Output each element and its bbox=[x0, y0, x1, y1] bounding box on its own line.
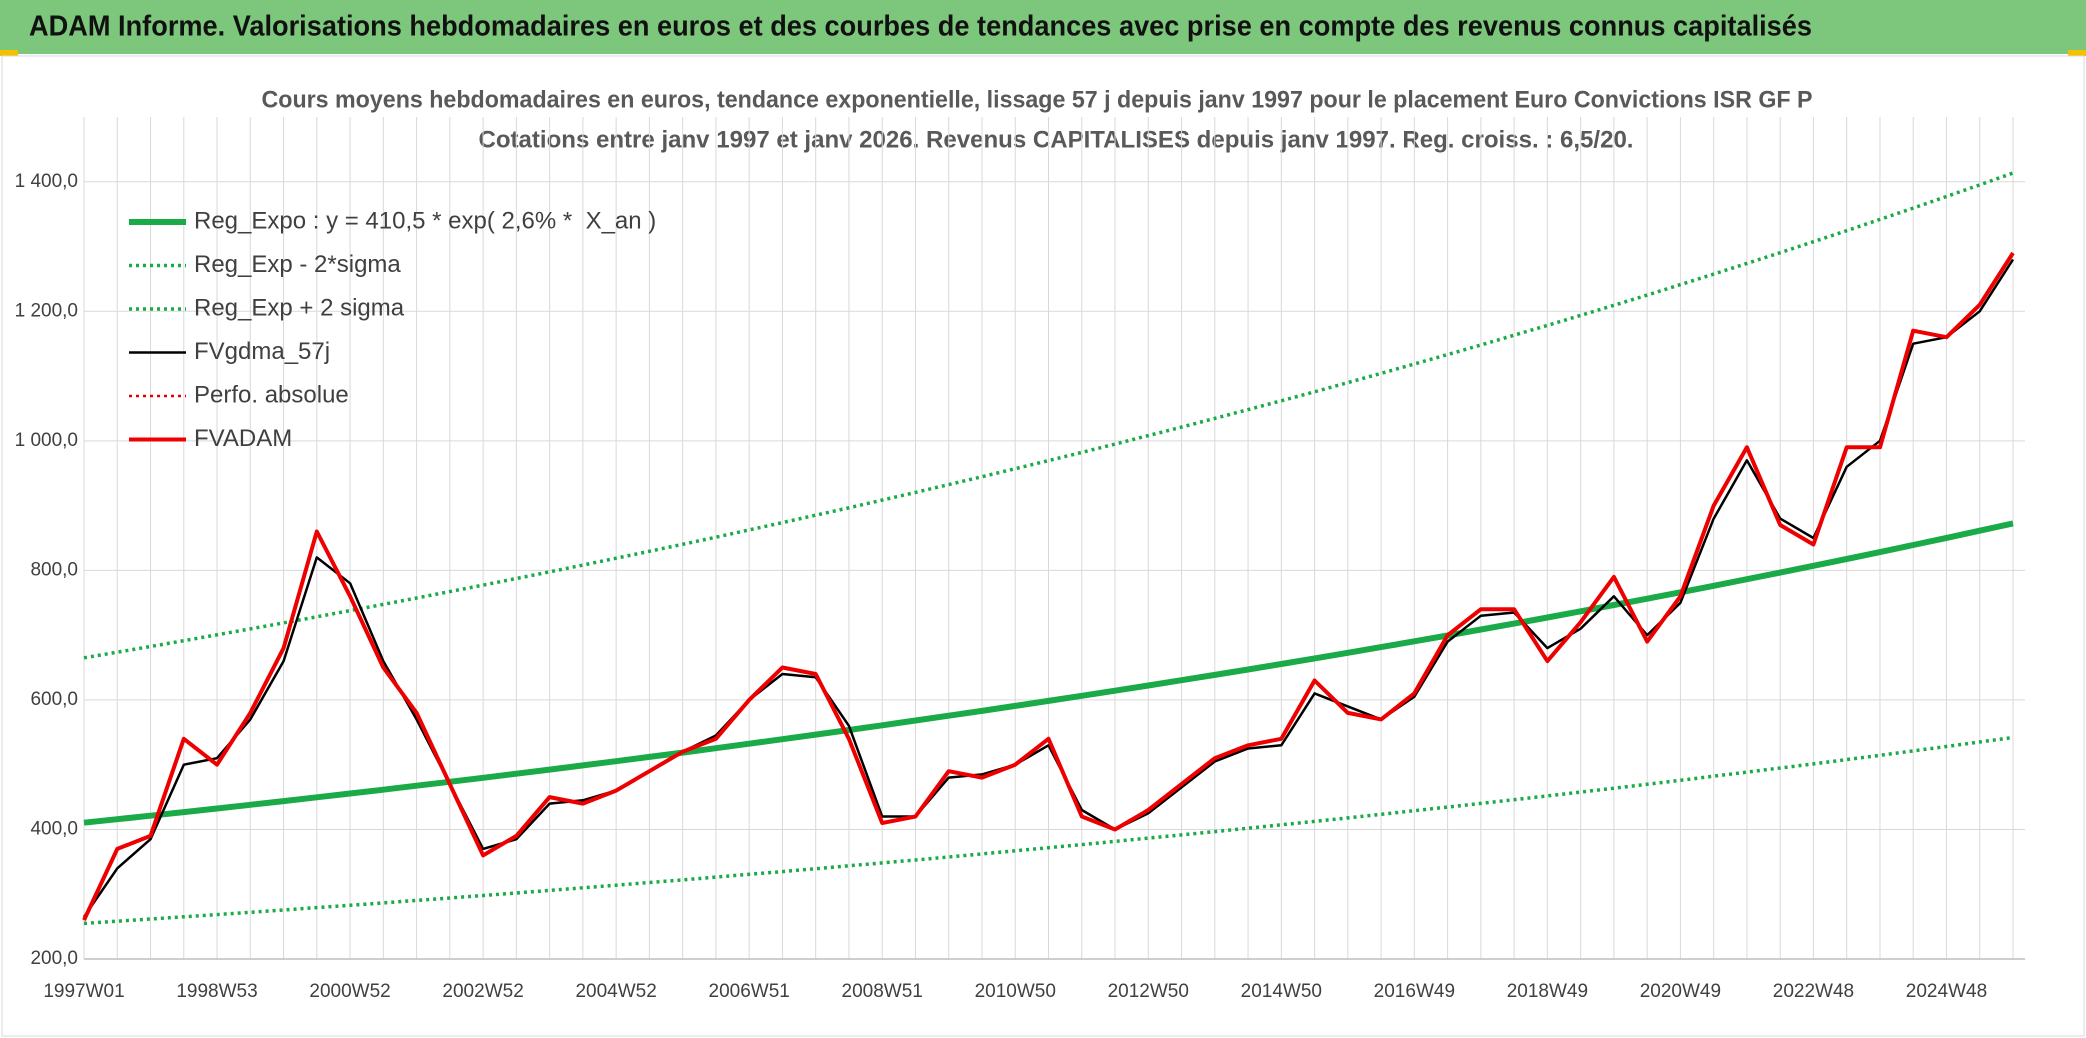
legend-label: FVgdma_57j bbox=[194, 338, 330, 365]
legend-label: Perfo. absolue bbox=[194, 381, 349, 408]
chart-border bbox=[1, 55, 2085, 1037]
x-tick-label: 2000W52 bbox=[309, 981, 390, 1002]
x-tick-label: 2010W50 bbox=[975, 981, 1056, 1002]
x-tick-label: 2014W50 bbox=[1241, 981, 1322, 1002]
header-bar bbox=[0, 0, 2086, 54]
series-line bbox=[83, 735, 2014, 926]
x-tick-label: 1998W53 bbox=[176, 981, 257, 1002]
y-tick-label: 800,0 bbox=[30, 559, 78, 580]
legend: Reg_Expo : y = 410,5 * exp( 2,6% * X_an … bbox=[129, 207, 656, 452]
x-tick-label: 2004W52 bbox=[575, 981, 656, 1002]
legend-label: FVADAM bbox=[194, 425, 292, 452]
x-tick-label: 1997W01 bbox=[43, 981, 124, 1002]
x-tick-label: 2020W49 bbox=[1640, 981, 1721, 1002]
x-tick-label: 2024W48 bbox=[1906, 981, 1987, 1002]
series-line bbox=[83, 171, 2014, 660]
corner-mark bbox=[2068, 50, 2086, 56]
chart-title: Cours moyens hebdomadaires en euros, ten… bbox=[262, 86, 1813, 113]
x-tick-label: 2008W51 bbox=[842, 981, 923, 1002]
legend-label: Reg_Exp + 2 sigma bbox=[194, 294, 405, 321]
legend-label: Reg_Expo : y = 410,5 * exp( 2,6% * X_an … bbox=[194, 207, 656, 234]
x-tick-label: 2012W50 bbox=[1108, 981, 1189, 1002]
y-tick-label: 1 200,0 bbox=[15, 300, 78, 321]
series-line bbox=[82, 251, 2015, 921]
y-tick-label: 1 400,0 bbox=[15, 171, 78, 192]
grid: 200,0 400,0 600,0 800,0 1 000,0 1 200,0 1 400,… bbox=[15, 117, 2025, 1002]
y-tick-label: 600,0 bbox=[30, 689, 78, 710]
series-line bbox=[83, 520, 2014, 826]
x-tick-label: 2022W48 bbox=[1773, 981, 1854, 1002]
x-tick-label: 2018W49 bbox=[1507, 981, 1588, 1002]
legend-label: Reg_Exp - 2*sigma bbox=[194, 251, 401, 278]
corner-mark bbox=[0, 50, 18, 56]
chart-subtitle: Cotations entre janv 1997 et janv 2026. … bbox=[479, 126, 1634, 153]
header-title: ADAM Informe. Valorisations hebdomadaire… bbox=[29, 11, 1812, 43]
x-tick-label: 2006W51 bbox=[709, 981, 790, 1002]
y-tick-label: 1 000,0 bbox=[15, 430, 78, 451]
y-tick-label: 400,0 bbox=[30, 818, 78, 839]
y-tick-label: 200,0 bbox=[30, 948, 78, 969]
x-tick-label: 2016W49 bbox=[1374, 981, 1455, 1002]
plot bbox=[82, 171, 2015, 926]
x-tick-label: 2002W52 bbox=[442, 981, 523, 1002]
